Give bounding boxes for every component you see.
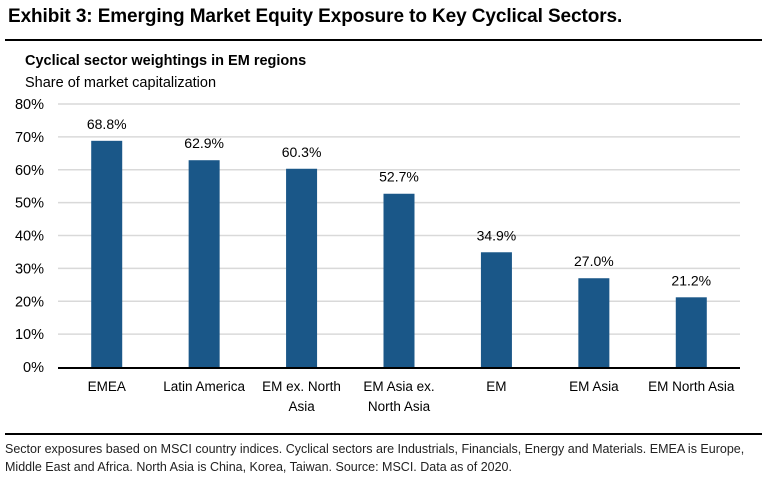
y-tick-label: 70% — [15, 130, 44, 146]
bar — [578, 278, 610, 367]
y-tick-label: 60% — [15, 163, 44, 179]
x-tick-label: EM Asia ex. North Asia — [363, 379, 434, 414]
chart-title: Cyclical sector weightings in EM regions — [25, 53, 307, 69]
x-axis: EMEA Latin America EM ex. North Asia EM Asia… — [58, 367, 740, 414]
exhibit-title: Exhibit 3: Emerging Market Equity Exposu… — [8, 6, 623, 27]
y-tick-label: 80% — [15, 97, 44, 113]
y-tick-label: 30% — [15, 261, 44, 277]
x-tick-label: EMEA — [88, 379, 126, 394]
chart-subtitle: Share of market capitalization — [25, 75, 217, 91]
bar — [188, 160, 220, 367]
x-tick-label: EM ex. North Asia — [262, 379, 341, 414]
bar — [91, 140, 123, 367]
data-label: 21.2% — [671, 272, 711, 288]
data-label: 52.7% — [379, 169, 419, 185]
data-labels: 68.8% 62.9% 60.3% 52.7% 34.9% 27.0% 21.2% — [87, 116, 711, 288]
bar — [383, 193, 415, 367]
title-divider — [5, 39, 762, 41]
x-tick-label: Latin America — [163, 379, 245, 394]
bar — [675, 297, 707, 367]
data-label: 27.0% — [574, 253, 614, 269]
bar — [286, 168, 318, 367]
y-tick-label: 50% — [15, 196, 44, 212]
data-label: 62.9% — [184, 135, 224, 151]
data-label: 34.9% — [477, 227, 517, 243]
x-tick-label: EM Asia — [569, 379, 619, 394]
footnote-divider — [5, 433, 762, 435]
x-tick-label: EM — [486, 379, 506, 394]
y-axis: 0% 10% 20% 30% 40% 50% 60% 70% 80% — [15, 97, 44, 376]
y-tick-label: 40% — [15, 229, 44, 245]
bars — [91, 140, 707, 367]
footnote: Sector exposures based on MSCI country i… — [5, 442, 745, 474]
data-label: 60.3% — [282, 144, 322, 160]
x-tick-label: EM North Asia — [648, 379, 735, 394]
y-tick-label: 0% — [23, 360, 44, 376]
bar — [480, 252, 512, 367]
y-tick-label: 10% — [15, 327, 44, 343]
data-label: 68.8% — [87, 116, 127, 132]
bar-chart: 0% 10% 20% 30% 40% 50% 60% 70% 80% 68.8% 62.9% 60.… — [15, 97, 740, 414]
y-tick-label: 20% — [15, 294, 44, 310]
